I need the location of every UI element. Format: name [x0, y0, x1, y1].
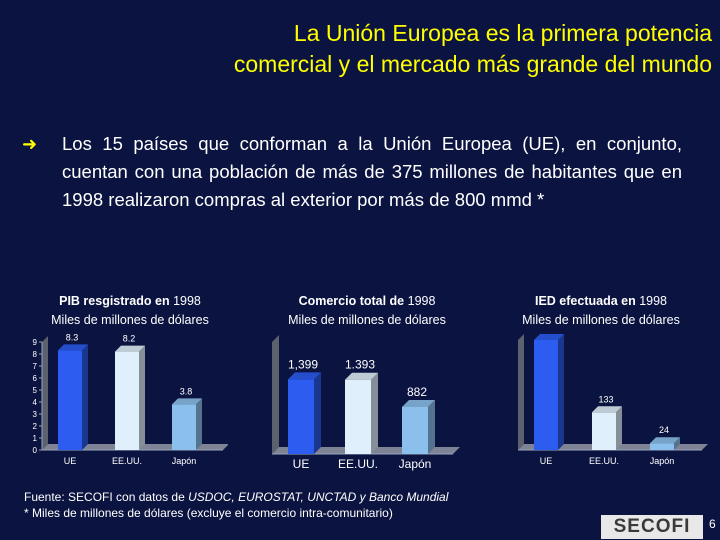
chart-3-bar-EE.UU.	[592, 412, 616, 450]
chart-1-bar-side	[196, 398, 202, 450]
footer-note: * Miles de millones de dólares (excluye …	[24, 506, 393, 520]
chart-3-category-label: Japón	[650, 456, 675, 466]
chart-1-y-tick-label: 8	[33, 350, 38, 359]
slide-title-line2: comercial y el mercado más grande del mu…	[233, 51, 712, 77]
chart-3-title: IED efectuada en	[534, 294, 636, 308]
chart-3-bar-top	[650, 437, 680, 444]
chart-1-category-label: UE	[64, 456, 77, 466]
chart-1-bar-top	[115, 345, 145, 352]
page-number: 6	[709, 517, 716, 531]
secofi-logo: SECOFI	[601, 515, 703, 539]
chart-1-y-tick-label: 9	[33, 338, 38, 347]
chart-1-year: 1998	[173, 294, 201, 308]
chart-1-bar-EE.UU.	[115, 351, 139, 450]
chart-1-y-tick-label: 5	[33, 386, 38, 395]
chart-2-data-label: 882	[407, 385, 427, 399]
chart-1-data-label: 3.8	[180, 386, 193, 396]
chart-1-data-label: 8.3	[66, 332, 79, 342]
chart-3-data-label: 24	[659, 425, 669, 435]
chart-3-bar-UE	[534, 340, 558, 450]
slide-title-line1: La Unión Europea es la primera potencia	[293, 20, 712, 46]
chart-1-bar-top	[58, 344, 88, 351]
chart-2-data-label: 1.393	[345, 358, 375, 372]
chart-2-bar-side	[314, 372, 321, 454]
chart-1-y-tick-label: 2	[33, 422, 38, 431]
chart-3-subtitle: Miles de millones de dólares	[522, 313, 680, 327]
chart-2-bar-UE	[288, 379, 314, 454]
chart-1-pib: 0 1 2 3 4 5 6 7 8 9 8.3 UE 8.2 EE.UU. 3.8 Japón	[33, 332, 228, 466]
chart-2-side-wall	[272, 335, 279, 454]
chart-2-title: Comercio total de	[298, 294, 405, 308]
chart-2-category-label: UE	[293, 457, 310, 471]
chart-2-category-label: Japón	[399, 457, 432, 471]
footer-source-italic: USDOC, EUROSTAT, UNCTAD y Banco Mundial	[188, 490, 449, 504]
chart-2-bar-top	[345, 372, 378, 380]
chart-3-bar-side	[616, 406, 622, 450]
chart-2-bar-side	[428, 399, 435, 454]
chart-3-bar-side	[674, 437, 680, 450]
chart-1-y-tick-label: 4	[33, 398, 38, 407]
chart-2-category-label: EE.UU.	[338, 457, 378, 471]
chart-1-bar-side	[82, 344, 88, 450]
chart-2-subtitle: Miles de millones de dólares	[288, 313, 446, 327]
chart-1-bar-UE	[58, 350, 82, 450]
chart-2-comercio: 1,399 UE 1.393 EE.UU. 882 Japón	[272, 335, 460, 471]
chart-3-bar-top	[592, 406, 622, 413]
chart-1-y-tick-label: 6	[33, 374, 38, 383]
chart-1-category-label: Japón	[172, 456, 197, 466]
chart-3-category-label: UE	[540, 456, 553, 466]
chart-2-bar-Japón	[402, 406, 428, 454]
chart-1-bar-top	[172, 398, 202, 405]
chart-3-bar-Japón	[650, 443, 674, 450]
bullet-point: ➜ Los 15 países que conforman a la Unión…	[22, 130, 682, 214]
chart-1-category-label: EE.UU.	[112, 456, 142, 466]
slide-title: La Unión Europea es la primera potencia …	[12, 18, 712, 80]
chart-1-header: PIB resgistrado en 1998 Miles de millone…	[25, 292, 235, 330]
bullet-text: Los 15 países que conforman a la Unión E…	[62, 133, 682, 210]
chart-1-title: PIB resgistrado en	[59, 294, 170, 308]
chart-1-y-tick-label: 3	[33, 410, 38, 419]
chart-1-subtitle: Miles de millones de dólares	[51, 313, 209, 327]
chart-1-side-wall	[42, 336, 48, 450]
chart-3-year: 1998	[639, 294, 668, 308]
chart-3-header: IED efectuada en 1998 Miles de millones …	[496, 292, 706, 330]
chart-2-header: Comercio total de 1998 Miles de millones…	[262, 292, 472, 330]
chart-1-data-label: 8.2	[123, 334, 136, 344]
footer-source-prefix: Fuente: SECOFI con datos de	[24, 490, 189, 504]
chart-1-y-tick-label: 0	[33, 446, 38, 455]
chart-3-side-wall	[518, 334, 524, 450]
arrow-right-icon: ➜	[22, 134, 38, 154]
chart-2-bar-side	[371, 372, 378, 454]
chart-1-y-tick-label: 7	[33, 362, 38, 371]
chart-2-bar-top	[402, 399, 435, 407]
chart-1-bar-side	[139, 345, 145, 450]
chart-3-category-label: EE.UU.	[589, 456, 619, 466]
chart-3-bar-top	[534, 334, 564, 340]
chart-1-bar-Japón	[172, 404, 196, 450]
chart-2-bar-top	[288, 372, 321, 380]
chart-2-year: 1998	[407, 294, 436, 308]
chart-3-bar-side	[558, 334, 564, 450]
footer: Fuente: SECOFI con datos de USDOC, EUROS…	[24, 489, 448, 521]
chart-2-data-label: 1,399	[288, 357, 318, 371]
chart-2-bar-EE.UU.	[345, 379, 371, 454]
chart-1-y-tick-label: 1	[33, 434, 38, 443]
chart-3-data-label: 133	[598, 394, 613, 404]
